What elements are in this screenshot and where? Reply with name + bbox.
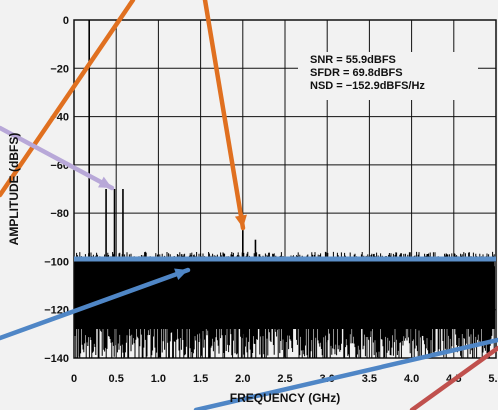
blue-arrow-right xyxy=(193,337,498,410)
annotation-snr: SNR = 55.9dBFS xyxy=(310,54,396,66)
x-tick-label: 5.0 xyxy=(488,373,498,385)
annotation-box: SNR = 55.9dBFS SFDR = 69.8dBFS NSD = −15… xyxy=(298,52,478,100)
purple-arrow-head xyxy=(98,176,112,188)
y-tick-label: −20 xyxy=(50,63,69,75)
y-tick-label: −100 xyxy=(44,256,69,268)
x-tick-label: 0.5 xyxy=(109,373,124,385)
y-axis-title: AMPLITUDE (dBFS) xyxy=(7,133,21,246)
x-tick-label: 0 xyxy=(71,373,77,385)
spectrum-trace xyxy=(74,20,495,358)
orange-arrow-right-head xyxy=(234,214,247,228)
x-tick-label: 3.5 xyxy=(362,373,377,385)
orange-arrow-right xyxy=(202,0,246,231)
annotation-nsd: NSD = −152.9dBFS/Hz xyxy=(310,80,425,92)
y-tick-label: 0 xyxy=(63,15,69,27)
annotation-sfdr: SFDR = 69.8dBFS xyxy=(310,67,403,79)
annotation-background xyxy=(298,52,478,100)
blue-arrow-left xyxy=(0,267,191,341)
x-tick-label: 2.5 xyxy=(277,373,292,385)
purple-arrow xyxy=(0,125,115,191)
x-tick-label: 1.5 xyxy=(193,373,208,385)
x-axis-title: FREQUENCY (GHz) xyxy=(230,391,340,405)
x-tick-label: 2.0 xyxy=(235,373,250,385)
x-tick-label: 1.0 xyxy=(151,373,166,385)
red-arrow xyxy=(409,345,498,410)
x-tick-label: 4.0 xyxy=(404,373,419,385)
noise-fill xyxy=(75,266,495,330)
orange-arrow-left xyxy=(0,0,136,198)
blue-arrow-left-head xyxy=(174,268,188,281)
y-tick-label: −140 xyxy=(44,353,69,365)
y-tick-label: −80 xyxy=(50,208,69,220)
